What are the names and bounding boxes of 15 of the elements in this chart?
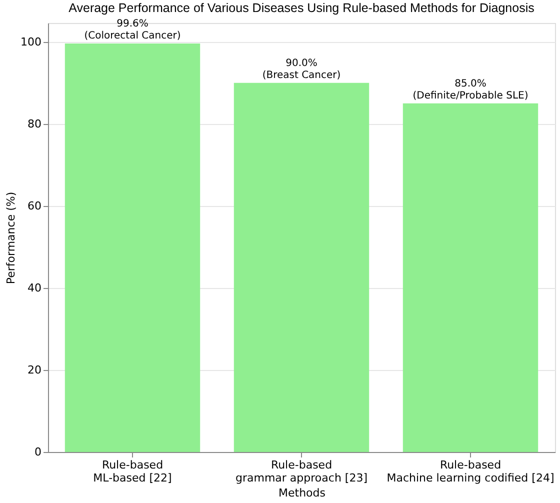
- y-tick-label: 60: [28, 199, 42, 212]
- data-label: 90.0% (Breast Cancer): [262, 58, 341, 81]
- x-tick-label: Rule-based grammar approach [23]: [236, 458, 368, 484]
- data-label: 85.0% (Definite/Probable SLE): [412, 78, 528, 102]
- x-tick-label: Rule-based Machine learning codified [24]: [386, 458, 554, 484]
- y-tick-label: 0: [34, 446, 42, 458]
- y-axis-title: Performance (%): [4, 192, 18, 284]
- y-tick-label: 80: [28, 117, 42, 130]
- y-tick-label: 100: [20, 35, 42, 48]
- data-label: 99.6% (Colorectal Cancer): [84, 18, 181, 42]
- x-tick-label: Rule-based ML-based [22]: [93, 458, 172, 484]
- y-tick-label: 40: [28, 281, 42, 294]
- x-axis-title: Methods: [278, 486, 326, 500]
- chart-title: Average Performance of Various Diseases Using Rule-based Methods for Diagnosis: [68, 1, 534, 16]
- y-tick-label: 20: [28, 363, 42, 376]
